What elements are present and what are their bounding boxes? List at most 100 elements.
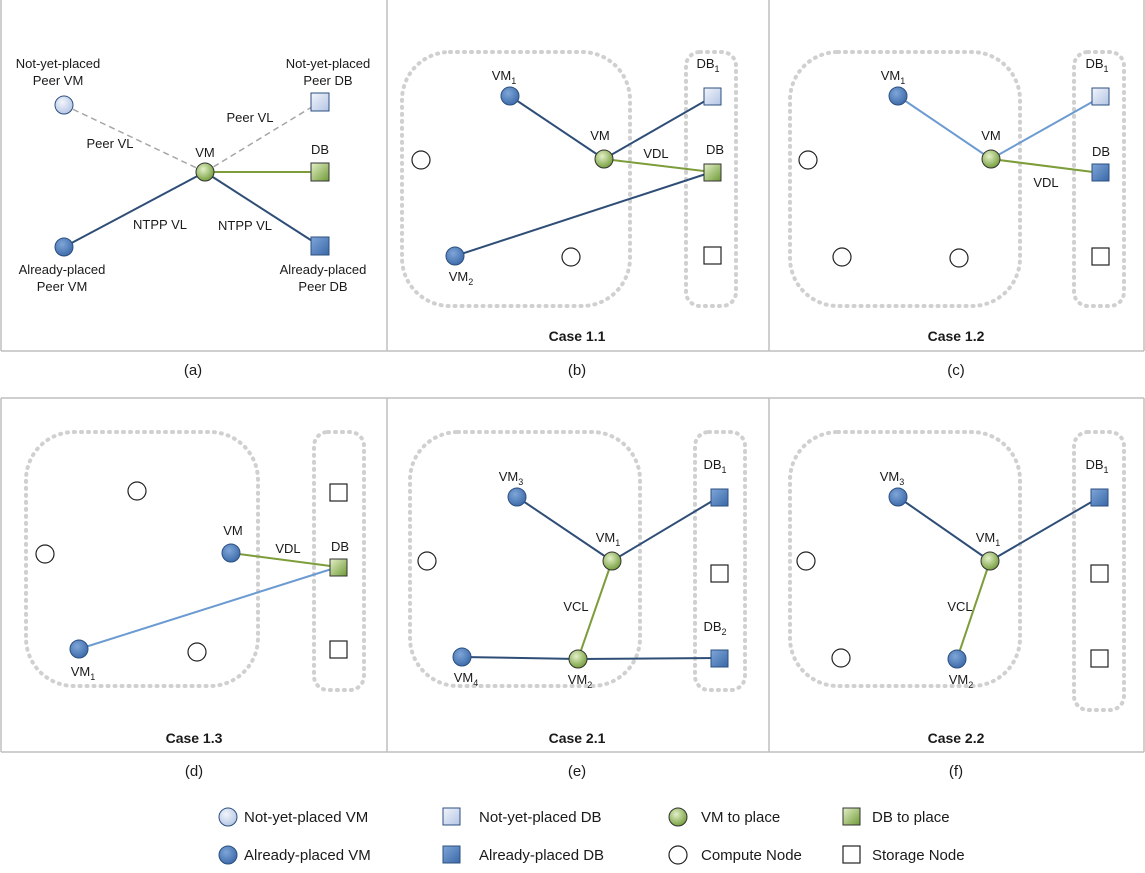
legend-label: Already-placed VM bbox=[244, 847, 371, 864]
not-yet-placed-db-node bbox=[1091, 87, 1110, 106]
panel-caption: Case 2.2 bbox=[928, 730, 985, 746]
already-placed-db-node bbox=[310, 236, 330, 256]
node-label: VM bbox=[195, 145, 215, 160]
edge-label: Peer VL bbox=[227, 110, 274, 125]
legend: Not-yet-placed VM Not-yet-placed DB VM t… bbox=[218, 807, 965, 865]
node-label: VM bbox=[590, 128, 610, 143]
already-placed-vm-node bbox=[54, 237, 74, 257]
node-label: DB bbox=[1085, 56, 1103, 71]
node-label: VM bbox=[449, 269, 469, 284]
compute-group bbox=[788, 430, 1022, 688]
legend-label: DB to place bbox=[872, 809, 950, 826]
node-label: VM bbox=[881, 68, 901, 83]
storage-group bbox=[1072, 50, 1126, 308]
not-yet-placed-db-node bbox=[703, 87, 722, 106]
node-label: VM bbox=[880, 469, 900, 484]
panel-sublabel: (b) bbox=[568, 362, 586, 379]
legend-label: Not-yet-placed DB bbox=[479, 809, 602, 826]
node-label-subscript: 1 bbox=[1104, 465, 1109, 475]
storage-node bbox=[1091, 247, 1110, 266]
edge-label: NTPP VL bbox=[133, 217, 187, 232]
edge-label: VDL bbox=[1033, 175, 1058, 190]
node-label: DB bbox=[706, 142, 724, 157]
compute-group bbox=[400, 50, 632, 308]
circle-green-icon bbox=[668, 807, 688, 827]
already-placed-vm-node bbox=[452, 647, 472, 667]
svg-text:DB1: DB1 bbox=[1085, 56, 1108, 74]
vm-to-place-node bbox=[980, 551, 1000, 571]
panel-sublabel: (e) bbox=[568, 763, 586, 780]
svg-text:VM1: VM1 bbox=[492, 68, 517, 86]
circle-blue-icon bbox=[218, 845, 238, 865]
panel-caption: Case 1.1 bbox=[549, 328, 606, 344]
node-label: VM bbox=[596, 530, 616, 545]
not-yet-placed-db-node bbox=[310, 92, 330, 112]
legend-label: Storage Node bbox=[872, 847, 965, 864]
db-to-place-node bbox=[329, 558, 348, 577]
panel-d: VM DB VM1 VDL Case 1.3 (d) bbox=[24, 430, 366, 780]
panel-caption: Case 1.3 bbox=[166, 730, 223, 746]
storage-node bbox=[703, 246, 722, 265]
already-placed-vm-node bbox=[221, 543, 241, 563]
panel-sublabel: (c) bbox=[947, 362, 965, 379]
svg-text:VM1: VM1 bbox=[596, 530, 621, 548]
node-label-subscript: 1 bbox=[511, 76, 516, 86]
svg-text:VM4: VM4 bbox=[454, 670, 479, 688]
vm-to-place-node bbox=[602, 551, 622, 571]
node-label: VM bbox=[71, 664, 91, 679]
node-label-subscript: 1 bbox=[722, 465, 727, 475]
node-label: Not-yet-placed bbox=[16, 56, 101, 71]
compute-node bbox=[798, 150, 818, 170]
already-placed-vm-node bbox=[888, 487, 908, 507]
node-label: DB bbox=[1085, 457, 1103, 472]
node-label: Peer DB bbox=[303, 73, 352, 88]
node-label: Peer DB bbox=[298, 279, 347, 294]
panel-caption: Case 1.2 bbox=[928, 328, 985, 344]
panel-a: Not-yet-placed Peer VM Not-yet-placed Pe… bbox=[16, 56, 371, 379]
node-label: Not-yet-placed bbox=[286, 56, 371, 71]
node-label: Already-placed bbox=[19, 262, 106, 277]
edge-peer-vm bbox=[63, 104, 206, 173]
edge-label: VCL bbox=[563, 599, 588, 614]
node-label-subscript: 2 bbox=[468, 277, 473, 287]
svg-text:VM3: VM3 bbox=[499, 469, 524, 487]
svg-text:DB2: DB2 bbox=[703, 619, 726, 637]
already-placed-db-node bbox=[1090, 488, 1109, 507]
node-label: VM bbox=[492, 68, 512, 83]
node-label: DB bbox=[703, 457, 721, 472]
already-placed-db-node bbox=[710, 649, 729, 668]
edge-label: VDL bbox=[643, 146, 668, 161]
compute-group bbox=[24, 430, 260, 688]
legend-label: Compute Node bbox=[701, 847, 802, 864]
node-label-subscript: 1 bbox=[715, 64, 720, 74]
already-placed-db-node bbox=[1091, 163, 1110, 182]
node-label-subscript: 2 bbox=[722, 627, 727, 637]
already-placed-vm-node bbox=[445, 246, 465, 266]
db-to-place-node bbox=[310, 162, 330, 182]
node-label: DB bbox=[311, 142, 329, 157]
legend-label: Already-placed DB bbox=[479, 847, 604, 864]
edge-label: NTPP VL bbox=[218, 218, 272, 233]
svg-text:VM2: VM2 bbox=[568, 672, 593, 690]
compute-node bbox=[187, 642, 207, 662]
square-blue-icon bbox=[442, 845, 461, 864]
svg-text:VM1: VM1 bbox=[881, 68, 906, 86]
legend-label: Not-yet-placed VM bbox=[244, 809, 368, 826]
svg-text:VM2: VM2 bbox=[949, 672, 974, 690]
edge-peer-db bbox=[204, 101, 321, 173]
edge-ntpp-db bbox=[204, 171, 321, 247]
panel-sublabel: (a) bbox=[184, 362, 202, 379]
panel-c: VM1 DB1 VM DB VDL Case 1.2 (c) bbox=[788, 50, 1126, 379]
compute-node bbox=[127, 481, 147, 501]
node-label: Peer VM bbox=[37, 279, 88, 294]
storage-group bbox=[684, 50, 738, 308]
svg-text:DB1: DB1 bbox=[1085, 457, 1108, 475]
already-placed-vm-node bbox=[500, 86, 520, 106]
svg-text:VM1: VM1 bbox=[976, 530, 1001, 548]
already-placed-vm-node bbox=[69, 639, 89, 659]
already-placed-vm-node bbox=[888, 86, 908, 106]
storage-node bbox=[329, 640, 348, 659]
compute-node bbox=[949, 248, 969, 268]
node-label: VM bbox=[223, 523, 243, 538]
vm-to-place-node bbox=[594, 149, 614, 169]
